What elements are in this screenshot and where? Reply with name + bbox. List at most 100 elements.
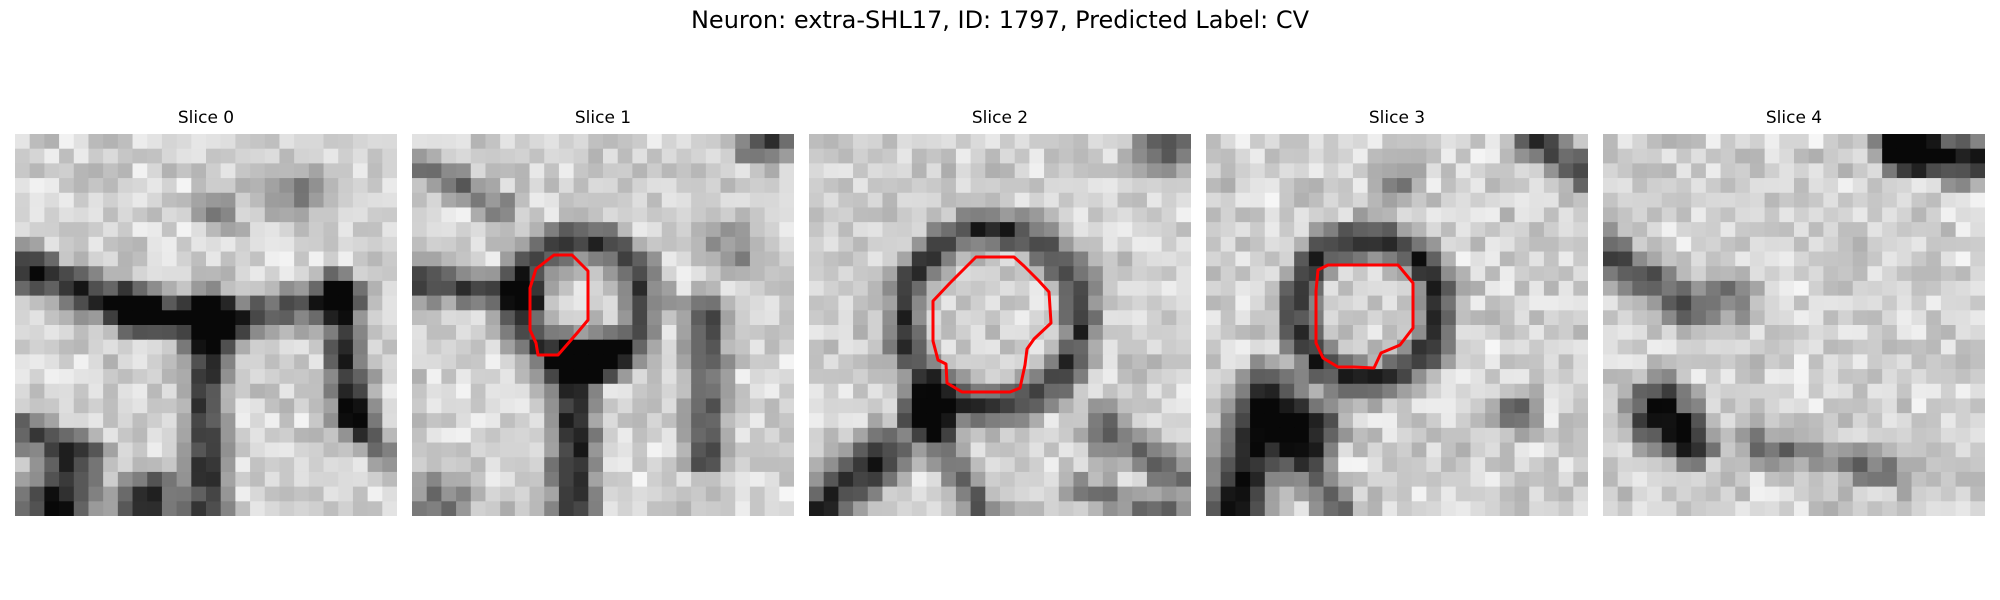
pixel-cell xyxy=(426,178,442,194)
pixel-cell xyxy=(911,280,928,297)
pixel-cell xyxy=(558,471,575,488)
pixel-cell xyxy=(352,163,369,179)
pixel-cell xyxy=(1220,325,1236,341)
pixel-cell xyxy=(1029,236,1045,253)
pixel-cell xyxy=(1823,148,1839,164)
pixel-cell xyxy=(1779,398,1795,414)
pixel-cell xyxy=(132,339,148,355)
pixel-cell xyxy=(514,457,531,473)
pixel-cell xyxy=(1911,354,1927,370)
pixel-cell xyxy=(1735,192,1751,209)
pixel-cell xyxy=(588,457,604,473)
pixel-cell xyxy=(882,442,898,458)
pixel-cell xyxy=(176,442,192,458)
pixel-cell xyxy=(1558,251,1574,267)
pixel-cell xyxy=(191,486,207,502)
pixel-cell xyxy=(220,501,236,516)
pixel-cell xyxy=(1102,501,1119,516)
pixel-cell xyxy=(1852,280,1869,297)
pixel-cell xyxy=(749,471,766,488)
pixel-cell xyxy=(1073,339,1089,355)
pixel-cell xyxy=(1176,163,1191,179)
pixel-cell xyxy=(926,471,942,488)
pixel-cell xyxy=(1691,427,1707,444)
pixel-cell xyxy=(1779,295,1795,311)
pixel-cell xyxy=(161,427,178,444)
pixel-cell xyxy=(1146,486,1163,502)
pixel-cell xyxy=(1661,280,1678,297)
pixel-cell xyxy=(985,457,1001,473)
pixel-cell xyxy=(235,442,251,458)
pixel-cell xyxy=(985,471,1001,488)
pixel-cell xyxy=(117,295,134,311)
pixel-cell xyxy=(1529,310,1545,326)
pixel-cell xyxy=(147,178,163,194)
pixel-cell xyxy=(73,457,90,473)
pixel-cell xyxy=(1823,486,1839,502)
pixel-cell xyxy=(823,295,839,311)
pixel-cell xyxy=(955,471,972,488)
pixel-cell xyxy=(676,251,692,267)
pixel-cell xyxy=(897,207,913,223)
pixel-cell xyxy=(603,251,619,267)
pixel-cell xyxy=(441,163,457,179)
pixel-cell xyxy=(1808,486,1824,502)
pixel-cell xyxy=(1529,339,1545,355)
pixel-cell xyxy=(911,134,928,150)
pixel-cell xyxy=(1529,251,1545,267)
pixel-cell xyxy=(1308,178,1325,194)
pixel-cell xyxy=(529,192,545,209)
pixel-cell xyxy=(720,178,736,194)
pixel-cell xyxy=(500,427,516,444)
pixel-cell xyxy=(117,134,134,150)
pixel-cell xyxy=(1749,134,1766,150)
pixel-cell xyxy=(367,295,383,311)
pixel-cell xyxy=(1382,207,1398,223)
pixel-cell xyxy=(691,266,707,282)
pixel-cell xyxy=(470,222,487,238)
pixel-cell xyxy=(1749,280,1766,297)
pixel-cell xyxy=(1705,192,1722,209)
pixel-cell xyxy=(59,486,75,502)
pixel-cell xyxy=(176,163,192,179)
pixel-cell xyxy=(338,222,354,238)
pixel-cell xyxy=(514,471,531,488)
pixel-cell xyxy=(264,295,281,311)
pixel-cell xyxy=(1970,325,1985,341)
pixel-cell xyxy=(809,486,825,502)
pixel-cell xyxy=(603,134,619,150)
pixel-cell xyxy=(1308,222,1325,238)
pixel-cell xyxy=(1000,457,1016,473)
pixel-cell xyxy=(1323,442,1339,458)
pixel-cell xyxy=(1749,501,1766,516)
pixel-cell xyxy=(1220,339,1236,355)
pixel-cell xyxy=(1470,325,1486,341)
pixel-cell xyxy=(250,134,266,150)
pixel-cell xyxy=(1397,442,1413,458)
pixel-cell xyxy=(676,427,692,444)
pixel-cell xyxy=(1117,325,1133,341)
pixel-cell xyxy=(1558,207,1574,223)
pixel-cell xyxy=(779,471,794,488)
pixel-cell xyxy=(1323,369,1339,385)
pixel-cell xyxy=(955,413,972,429)
pixel-cell xyxy=(1514,427,1530,444)
pixel-cell xyxy=(161,398,178,414)
pixel-cell xyxy=(485,369,501,385)
pixel-cell xyxy=(103,369,119,385)
pixel-cell xyxy=(1499,457,1516,473)
pixel-cell xyxy=(647,325,663,341)
pixel-cell xyxy=(206,178,222,194)
pixel-cell xyxy=(1411,354,1427,370)
pixel-cell xyxy=(926,486,942,502)
pixel-cell xyxy=(632,413,648,429)
pixel-cell xyxy=(823,398,839,414)
pixel-cell xyxy=(1499,192,1516,209)
pixel-cell xyxy=(809,325,825,341)
pixel-cell xyxy=(838,442,854,458)
pixel-cell xyxy=(1603,178,1619,194)
pixel-cell xyxy=(88,163,104,179)
pixel-cell xyxy=(941,369,957,385)
pixel-cell xyxy=(1279,222,1295,238)
pixel-cell xyxy=(749,325,766,341)
